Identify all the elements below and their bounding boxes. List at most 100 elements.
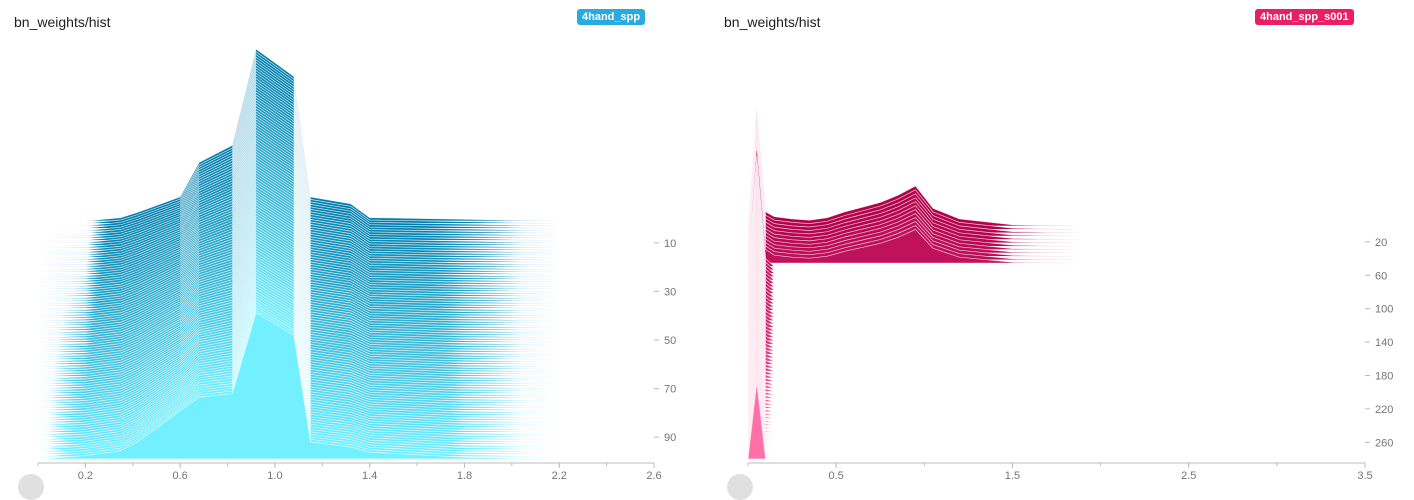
histogram-chart: 0.2 0.6 1.0 1.4 1.8 2.2 2.6 10 30 50 70 90: [37, 48, 676, 482]
histogram-slice: [747, 282, 1365, 375]
step-tick-label: 30: [664, 286, 676, 298]
histogram-slice: [747, 294, 1365, 386]
run-badge: 4hand_spp: [577, 9, 646, 25]
histogram-slice: [747, 274, 1365, 369]
x-tick-label: 1.0: [267, 470, 282, 482]
histogram-slice: [747, 334, 1365, 419]
histogram-slice: [747, 107, 1365, 227]
histogram-slice: [747, 203, 1365, 308]
histogram-slice: [747, 215, 1365, 318]
step-tick-label: 220: [1375, 404, 1393, 416]
panel-title: bn_weights/hist: [14, 14, 111, 30]
step-tick-label: 20: [1375, 237, 1387, 249]
step-tick-label: 10: [664, 238, 676, 250]
histogram-slice: [747, 378, 1365, 456]
histogram-slice: [747, 259, 1365, 355]
histogram-slice: [747, 175, 1365, 284]
histogram-slice: [747, 187, 1365, 294]
histogram-slice: [747, 179, 1365, 288]
x-tick-label: 2.5: [1181, 470, 1196, 482]
histogram-slice: [747, 354, 1365, 436]
histogram-slice: [747, 223, 1365, 325]
histogram-slice: [747, 310, 1365, 399]
histogram-slice: [747, 346, 1365, 429]
x-tick-label: 2.6: [646, 470, 661, 482]
histogram-slice: [747, 195, 1365, 301]
expand-button[interactable]: [727, 474, 753, 500]
step-tick-label: 50: [664, 335, 676, 347]
histogram-slice: [747, 155, 1365, 267]
histogram-slice: [747, 306, 1365, 396]
histogram-slice: [747, 183, 1365, 291]
histogram-slice: [747, 235, 1365, 335]
histogram-slice: [747, 138, 1365, 257]
histogram-slice: [37, 56, 654, 229]
histogram-panel-left: bn_weights/hist 4hand_spp 0.2 0.6 1.0 1.4 1.…: [0, 0, 707, 500]
histogram-slice: [747, 270, 1365, 365]
histogram-slice: [747, 370, 1365, 450]
histogram-slice: [747, 207, 1365, 311]
x-tick-label: 0.2: [78, 470, 93, 482]
histogram-slice: [747, 191, 1365, 298]
histogram-slice: [747, 114, 1365, 234]
histogram-slice: [747, 302, 1365, 392]
histogram-slices: [37, 48, 654, 460]
histogram-slice: [747, 251, 1365, 348]
histogram-slice: [747, 342, 1365, 426]
step-tick-label: 90: [664, 432, 676, 444]
histogram-slice: [37, 53, 654, 227]
histogram-slice: [747, 141, 1365, 261]
histogram-slice: [747, 124, 1365, 244]
histogram-slice: [747, 111, 1365, 230]
histogram-slice: [747, 314, 1365, 402]
panel-title: bn_weights/hist: [724, 14, 821, 30]
histogram-slice: [747, 121, 1365, 240]
histogram-slice: [747, 247, 1365, 345]
histogram-slice: [747, 167, 1365, 278]
histogram-slice: [747, 243, 1365, 342]
histogram-slice: [747, 298, 1365, 389]
histogram-slice: [747, 330, 1365, 416]
histogram-slice: [747, 134, 1365, 254]
expand-button[interactable]: [18, 474, 44, 500]
x-tick-label: 1.5: [1005, 470, 1020, 482]
histogram-slice: [747, 318, 1365, 406]
histogram-slice: [747, 163, 1365, 274]
step-tick-label: 260: [1375, 437, 1393, 449]
histogram-slice: [38, 51, 654, 224]
histogram-slice: [747, 326, 1365, 413]
histogram-slice: [747, 358, 1365, 440]
histogram-slice: [747, 374, 1365, 453]
histogram-slice: [747, 255, 1365, 352]
histogram-slice: [747, 145, 1365, 264]
histogram-slice: [747, 171, 1365, 281]
histogram-slice: [747, 239, 1365, 338]
step-tick-label: 140: [1375, 337, 1393, 349]
step-tick-label: 180: [1375, 370, 1393, 382]
x-tick-label: 0.5: [828, 470, 843, 482]
histogram-slice: [747, 262, 1365, 359]
histogram-slice: [747, 231, 1365, 332]
histogram-slice: [747, 199, 1365, 305]
histogram-panel-right: bn_weights/hist 4hand_spp_s001 0.5 1.5 2.5…: [707, 0, 1414, 500]
histogram-slice: [747, 211, 1365, 315]
histogram-slice: [747, 322, 1365, 409]
histogram-slice: [37, 312, 654, 460]
histogram-slice: [747, 131, 1365, 250]
histogram-slice: [747, 227, 1365, 328]
step-tick-label: 70: [664, 384, 676, 396]
histogram-slice: [747, 159, 1365, 271]
x-tick-label: 3.5: [1357, 470, 1372, 482]
histogram-slice: [747, 128, 1365, 247]
histogram-slice: [747, 278, 1365, 372]
histogram-slice: [747, 290, 1365, 382]
histogram-chart: 0.5 1.5 2.5 3.5 20 60 100 140 180 220 260: [747, 107, 1393, 482]
histogram-slice: [747, 350, 1365, 433]
histogram-slice: [38, 48, 654, 222]
x-tick-label: 1.8: [457, 470, 472, 482]
run-badge: 4hand_spp_s001: [1255, 9, 1354, 25]
histogram-slice: [747, 362, 1365, 443]
histogram-slice: [747, 219, 1365, 321]
histogram-slices: [747, 107, 1365, 460]
histogram-slice: [747, 118, 1365, 237]
